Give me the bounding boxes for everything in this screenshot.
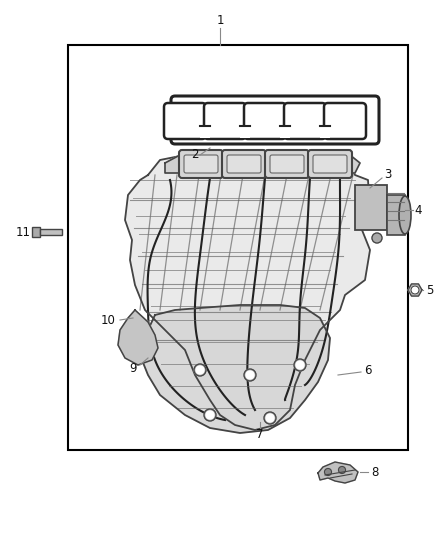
Bar <box>240 126 250 138</box>
FancyBboxPatch shape <box>270 155 304 173</box>
FancyBboxPatch shape <box>324 103 366 139</box>
Bar <box>32 227 40 237</box>
FancyBboxPatch shape <box>308 150 352 178</box>
Polygon shape <box>408 284 422 296</box>
Circle shape <box>372 233 382 243</box>
Polygon shape <box>125 152 370 430</box>
Circle shape <box>264 412 276 424</box>
Circle shape <box>196 366 204 374</box>
Text: 2: 2 <box>191 149 199 161</box>
Bar <box>68 45 408 450</box>
Polygon shape <box>165 155 360 173</box>
FancyBboxPatch shape <box>222 150 266 178</box>
FancyBboxPatch shape <box>171 96 379 144</box>
Circle shape <box>204 409 216 421</box>
Text: 1: 1 <box>216 13 224 27</box>
Text: 4: 4 <box>414 204 422 216</box>
FancyBboxPatch shape <box>184 155 218 173</box>
FancyBboxPatch shape <box>244 103 286 139</box>
Bar <box>280 126 290 138</box>
Text: 10: 10 <box>101 313 116 327</box>
Text: 6: 6 <box>364 364 372 376</box>
Text: 7: 7 <box>256 429 264 441</box>
Circle shape <box>325 469 332 475</box>
Text: 9: 9 <box>129 361 137 375</box>
Text: 3: 3 <box>384 168 392 182</box>
Polygon shape <box>118 310 158 365</box>
FancyBboxPatch shape <box>204 103 246 139</box>
FancyBboxPatch shape <box>313 155 347 173</box>
Circle shape <box>294 359 306 371</box>
FancyBboxPatch shape <box>265 150 309 178</box>
Circle shape <box>194 364 206 376</box>
Circle shape <box>296 361 304 369</box>
FancyBboxPatch shape <box>179 150 223 178</box>
Ellipse shape <box>399 196 411 234</box>
Circle shape <box>411 286 419 294</box>
Circle shape <box>339 466 346 473</box>
Bar <box>320 126 330 138</box>
FancyBboxPatch shape <box>227 155 261 173</box>
Bar <box>200 126 210 138</box>
Circle shape <box>244 369 256 381</box>
Polygon shape <box>140 305 330 433</box>
Circle shape <box>266 414 274 422</box>
FancyBboxPatch shape <box>284 103 326 139</box>
Bar <box>387 195 405 235</box>
Text: 8: 8 <box>371 465 379 479</box>
Text: 11: 11 <box>15 225 31 238</box>
Circle shape <box>206 411 214 419</box>
Bar <box>40 229 62 235</box>
Text: 5: 5 <box>426 284 434 296</box>
Bar <box>355 185 387 230</box>
Circle shape <box>246 371 254 379</box>
Polygon shape <box>318 462 358 483</box>
FancyBboxPatch shape <box>164 103 206 139</box>
